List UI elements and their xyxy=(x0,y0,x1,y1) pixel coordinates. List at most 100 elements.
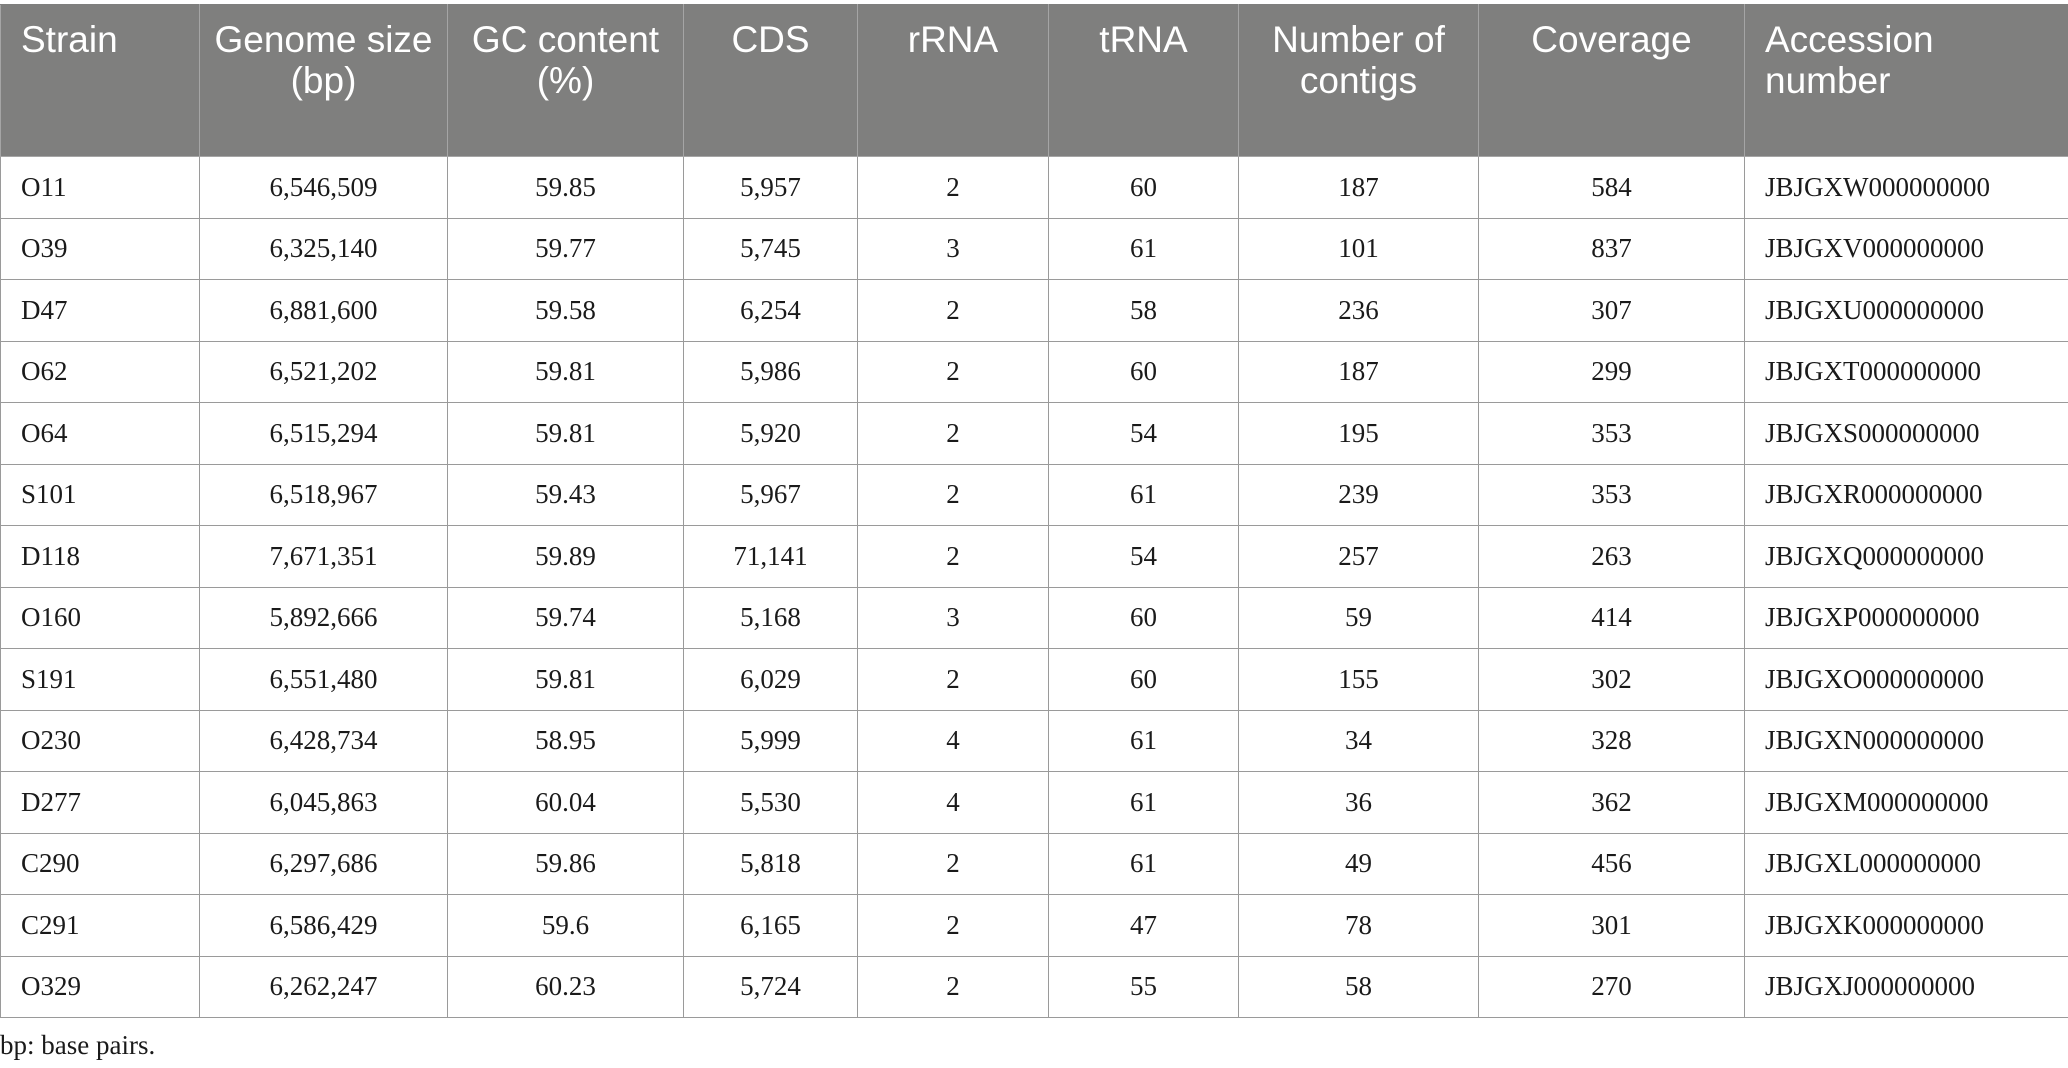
cell-accession-number: JBJGXV000000000 xyxy=(1744,217,2068,280)
cell-genome-size: 6,551,480 xyxy=(199,648,448,711)
table-footnote: bp: base pairs. xyxy=(0,1030,156,1060)
cell-gc-content: 58.95 xyxy=(447,709,684,772)
cell-rrna: 4 xyxy=(857,771,1049,834)
cell-gc-content: 59.81 xyxy=(447,648,684,711)
cell-trna: 61 xyxy=(1048,463,1239,526)
column-header-cds: CDS xyxy=(683,4,858,157)
genome-table: Strain Genome size (bp) GC content (%) C… xyxy=(0,4,2068,1018)
cell-cds: 5,168 xyxy=(683,586,858,649)
cell-gc-content: 59.81 xyxy=(447,402,684,465)
cell-accession-number: JBJGXQ000000000 xyxy=(1744,525,2068,588)
cell-accession-number: JBJGXS000000000 xyxy=(1744,402,2068,465)
cell-genome-size: 6,881,600 xyxy=(199,279,448,342)
cell-strain: C290 xyxy=(0,832,200,895)
cell-trna: 54 xyxy=(1048,402,1239,465)
cell-accession-number: JBJGXP000000000 xyxy=(1744,586,2068,649)
cell-gc-content: 59.74 xyxy=(447,586,684,649)
cell-trna: 60 xyxy=(1048,156,1239,219)
cell-gc-content: 60.23 xyxy=(447,955,684,1018)
cell-strain: S191 xyxy=(0,648,200,711)
table-row: O230 6,428,734 58.95 5,999 4 61 34 328 JBJGXN000… xyxy=(0,709,2068,772)
cell-number-of-contigs: 155 xyxy=(1238,648,1479,711)
table-row: O62 6,521,202 59.81 5,986 2 60 187 299 JBJGXT000… xyxy=(0,340,2068,403)
column-header-number-of-contigs: Number of contigs xyxy=(1238,4,1479,157)
cell-strain: D277 xyxy=(0,771,200,834)
cell-strain: S101 xyxy=(0,463,200,526)
cell-coverage: 353 xyxy=(1478,463,1745,526)
cell-trna: 61 xyxy=(1048,709,1239,772)
cell-strain: O39 xyxy=(0,217,200,280)
cell-cds: 5,530 xyxy=(683,771,858,834)
cell-gc-content: 59.58 xyxy=(447,279,684,342)
column-header-strain: Strain xyxy=(0,4,200,157)
table-row: O64 6,515,294 59.81 5,920 2 54 195 353 JBJGXS000… xyxy=(0,402,2068,465)
cell-number-of-contigs: 239 xyxy=(1238,463,1479,526)
cell-coverage: 584 xyxy=(1478,156,1745,219)
cell-rrna: 2 xyxy=(857,894,1049,957)
cell-strain: O230 xyxy=(0,709,200,772)
cell-strain: O329 xyxy=(0,955,200,1018)
cell-cds: 6,254 xyxy=(683,279,858,342)
table-row: S191 6,551,480 59.81 6,029 2 60 155 302 JBJGXO00… xyxy=(0,648,2068,711)
table-row: O329 6,262,247 60.23 5,724 2 55 58 270 JBJGXJ000… xyxy=(0,955,2068,1018)
cell-trna: 61 xyxy=(1048,217,1239,280)
table-row: O11 6,546,509 59.85 5,957 2 60 187 584 JBJGXW000… xyxy=(0,156,2068,219)
cell-number-of-contigs: 101 xyxy=(1238,217,1479,280)
table-row: C291 6,586,429 59.6 6,165 2 47 78 301 JBJGXK0000… xyxy=(0,894,2068,957)
cell-accession-number: JBJGXR000000000 xyxy=(1744,463,2068,526)
column-header-accession-number: Accession number xyxy=(1744,4,2068,157)
cell-strain: O64 xyxy=(0,402,200,465)
cell-cds: 5,745 xyxy=(683,217,858,280)
cell-number-of-contigs: 49 xyxy=(1238,832,1479,895)
cell-genome-size: 7,671,351 xyxy=(199,525,448,588)
cell-cds: 6,165 xyxy=(683,894,858,957)
cell-coverage: 456 xyxy=(1478,832,1745,895)
cell-trna: 61 xyxy=(1048,771,1239,834)
table-row: O39 6,325,140 59.77 5,745 3 61 101 837 JBJGXV000… xyxy=(0,217,2068,280)
cell-accession-number: JBJGXM000000000 xyxy=(1744,771,2068,834)
cell-trna: 61 xyxy=(1048,832,1239,895)
cell-cds: 5,986 xyxy=(683,340,858,403)
cell-number-of-contigs: 34 xyxy=(1238,709,1479,772)
cell-strain: O62 xyxy=(0,340,200,403)
cell-trna: 54 xyxy=(1048,525,1239,588)
cell-cds: 71,141 xyxy=(683,525,858,588)
cell-trna: 60 xyxy=(1048,586,1239,649)
cell-accession-number: JBJGXU000000000 xyxy=(1744,279,2068,342)
column-header-coverage: Coverage xyxy=(1478,4,1745,157)
cell-trna: 60 xyxy=(1048,340,1239,403)
cell-genome-size: 6,325,140 xyxy=(199,217,448,280)
table-row: S101 6,518,967 59.43 5,967 2 61 239 353 JBJGXR00… xyxy=(0,463,2068,526)
column-header-trna: tRNA xyxy=(1048,4,1239,157)
column-header-genome-size: Genome size (bp) xyxy=(199,4,448,157)
cell-genome-size: 6,045,863 xyxy=(199,771,448,834)
cell-trna: 55 xyxy=(1048,955,1239,1018)
cell-genome-size: 6,521,202 xyxy=(199,340,448,403)
cell-number-of-contigs: 58 xyxy=(1238,955,1479,1018)
cell-genome-size: 6,586,429 xyxy=(199,894,448,957)
cell-accession-number: JBJGXT000000000 xyxy=(1744,340,2068,403)
cell-trna: 47 xyxy=(1048,894,1239,957)
table-row: D47 6,881,600 59.58 6,254 2 58 236 307 JBJGXU000… xyxy=(0,279,2068,342)
cell-coverage: 301 xyxy=(1478,894,1745,957)
table-row: O160 5,892,666 59.74 5,168 3 60 59 414 JBJGXP000… xyxy=(0,586,2068,649)
cell-rrna: 2 xyxy=(857,832,1049,895)
cell-cds: 6,029 xyxy=(683,648,858,711)
cell-rrna: 2 xyxy=(857,525,1049,588)
table-row: D277 6,045,863 60.04 5,530 4 61 36 362 JBJGXM000… xyxy=(0,771,2068,834)
cell-trna: 60 xyxy=(1048,648,1239,711)
cell-trna: 58 xyxy=(1048,279,1239,342)
cell-cds: 5,724 xyxy=(683,955,858,1018)
cell-number-of-contigs: 78 xyxy=(1238,894,1479,957)
cell-coverage: 263 xyxy=(1478,525,1745,588)
table-header: Strain Genome size (bp) GC content (%) C… xyxy=(0,4,2068,157)
cell-rrna: 3 xyxy=(857,217,1049,280)
cell-number-of-contigs: 59 xyxy=(1238,586,1479,649)
cell-rrna: 2 xyxy=(857,279,1049,342)
cell-gc-content: 59.89 xyxy=(447,525,684,588)
table-row: C290 6,297,686 59.86 5,818 2 61 49 456 JBJGXL000… xyxy=(0,832,2068,895)
cell-genome-size: 5,892,666 xyxy=(199,586,448,649)
cell-cds: 5,957 xyxy=(683,156,858,219)
cell-coverage: 307 xyxy=(1478,279,1745,342)
cell-genome-size: 6,518,967 xyxy=(199,463,448,526)
